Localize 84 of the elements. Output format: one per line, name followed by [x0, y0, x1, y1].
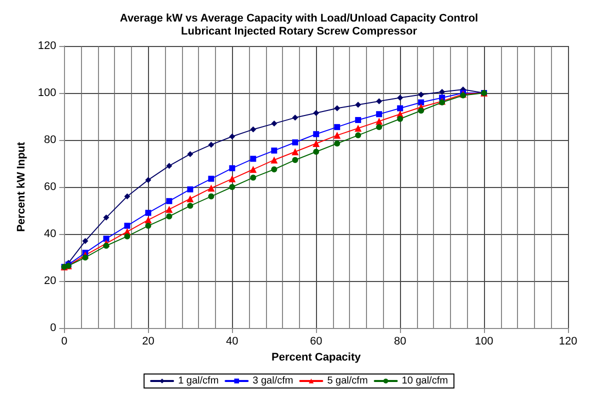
legend-label: 10 gal/cfm [402, 376, 448, 386]
point [397, 116, 404, 122]
point [208, 184, 215, 192]
point [166, 198, 172, 204]
y-axis-title: Percent kW Input [16, 142, 28, 232]
point [439, 88, 446, 95]
point [355, 117, 362, 124]
point [166, 162, 172, 169]
point [187, 202, 194, 209]
x-tick-label: 60 [310, 336, 322, 348]
point [397, 105, 404, 112]
point [292, 139, 298, 146]
point [82, 238, 88, 244]
point [229, 133, 236, 140]
point [124, 222, 130, 229]
point [270, 156, 278, 164]
y-tick-label: 60 [44, 181, 56, 193]
point [313, 148, 320, 155]
x-tick-label: 0 [61, 336, 68, 348]
point [354, 124, 362, 132]
legend-label: 5 gal/cfm [327, 376, 368, 386]
point [334, 105, 340, 112]
point [208, 142, 214, 148]
point [124, 193, 130, 200]
y-tick-label: 120 [38, 40, 56, 52]
chart-title: Average kW vs Average Capacity with Load/Unload Capacity Control [120, 12, 478, 24]
point [271, 148, 278, 154]
point [313, 131, 320, 138]
point [355, 102, 362, 108]
point [145, 176, 152, 183]
point [355, 132, 362, 138]
point [166, 213, 172, 220]
point [313, 110, 320, 116]
chart-subtitle: Lubricant Injected Rotary Screw Compressor [181, 26, 418, 38]
point [208, 176, 214, 182]
point [187, 151, 194, 158]
point [334, 132, 341, 139]
x-tick-label: 40 [226, 336, 238, 348]
y-tick-label: 0 [50, 322, 56, 334]
point [418, 99, 424, 106]
point [103, 242, 110, 249]
point [82, 254, 88, 260]
point [228, 175, 236, 182]
point [145, 210, 152, 216]
x-axis-title: Percent Capacity [271, 351, 362, 364]
legend-label: 1 gal/cfm [178, 376, 219, 386]
point [229, 184, 236, 190]
x-tick-label: 20 [142, 336, 154, 348]
point [166, 206, 173, 213]
point [292, 148, 299, 156]
point [271, 120, 278, 127]
point [124, 233, 130, 240]
x-tick-label: 100 [474, 336, 494, 348]
y-tick-label: 100 [38, 87, 56, 99]
point [376, 124, 382, 130]
point [250, 156, 256, 162]
point [103, 214, 110, 221]
point [250, 166, 257, 173]
point [187, 186, 194, 192]
point [250, 174, 256, 181]
point [144, 216, 152, 224]
point [250, 126, 256, 132]
y-tick-label: 40 [44, 228, 56, 240]
point [145, 222, 152, 229]
x-tick-label: 120 [558, 336, 578, 348]
point [229, 165, 236, 172]
point [334, 140, 340, 147]
point [292, 156, 298, 163]
point [292, 114, 298, 121]
x-tick-label: 80 [394, 336, 406, 348]
point [186, 195, 194, 202]
point [271, 166, 278, 172]
point [208, 193, 214, 200]
point [376, 98, 382, 104]
point [397, 94, 404, 101]
point [103, 236, 110, 242]
point [312, 140, 320, 148]
point [418, 108, 424, 114]
y-tick-label: 80 [44, 134, 56, 146]
point [418, 92, 424, 98]
point [334, 124, 340, 130]
legend-label: 3 gal/cfm [252, 376, 294, 386]
point [376, 111, 382, 118]
y-tick-label: 20 [44, 275, 56, 287]
